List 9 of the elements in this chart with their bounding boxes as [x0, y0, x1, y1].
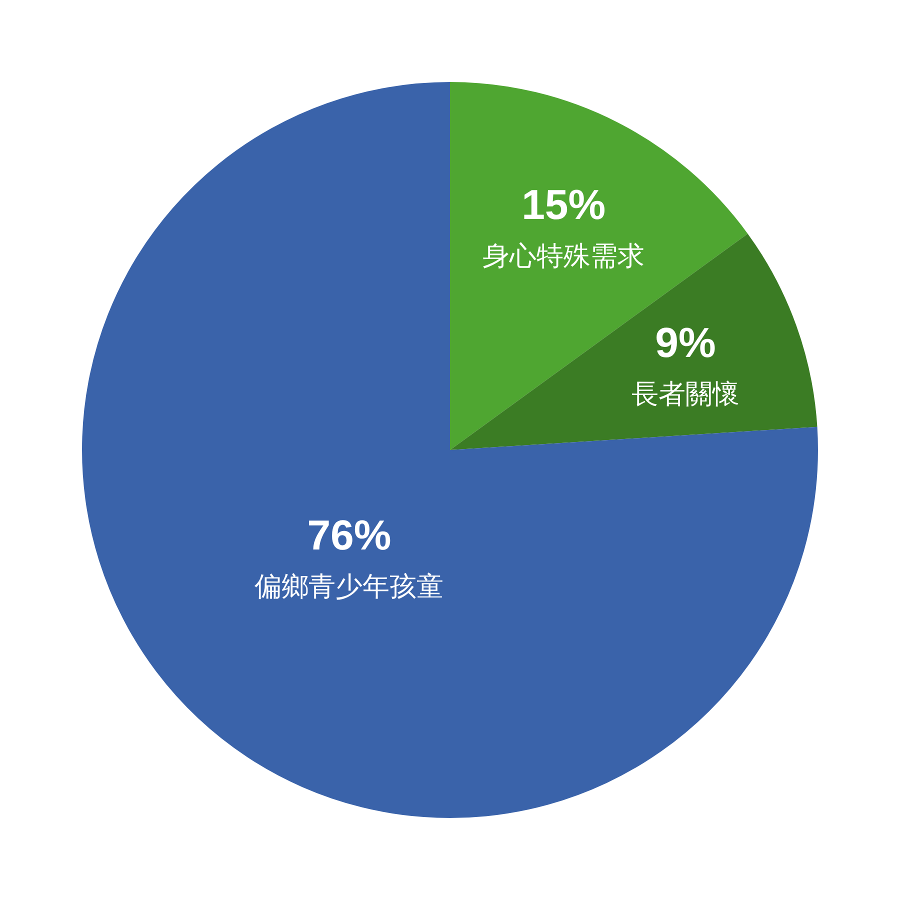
pie-slice [450, 82, 748, 450]
pie-slice [450, 234, 818, 450]
slice-label: 長者關懷 [631, 379, 740, 410]
pie-slice [82, 82, 818, 818]
data-label: 15% [522, 181, 606, 228]
data-label: 9% [655, 319, 716, 366]
slice-label: 偏鄉青少年孩童 [254, 571, 444, 602]
data-label: 76% [307, 511, 392, 558]
slice-label: 身心特殊需求 [482, 241, 645, 272]
